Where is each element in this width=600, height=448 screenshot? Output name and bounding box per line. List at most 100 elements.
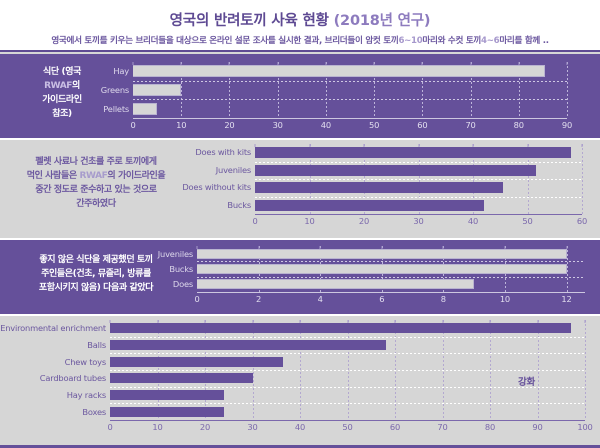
bar-category-label: Hay: [113, 66, 129, 77]
x-axis-tick-label: 0: [130, 120, 136, 130]
section-compliance: 펠렛 사료나 건초를 주로 토끼에게 먹인 사람들은 RWAF의 가이드라인을 …: [0, 140, 600, 238]
top-tick-row: [109, 320, 586, 323]
gridline-horizontal: [255, 179, 582, 180]
compliance-label-line2b: 의 가이드라인을: [107, 170, 166, 181]
bar-row: Bucks: [169, 264, 585, 275]
top-tick: [347, 320, 348, 323]
diet-label-line1: 식단 (영국: [43, 67, 81, 77]
bar: [133, 83, 182, 97]
diet-label-particle: 의: [72, 80, 80, 91]
subtitle-part-a: 영국에서 토끼를 키우는 브리더들을 대상으로 온라인 설문 조사를 실시한 결…: [51, 36, 399, 46]
divider-3: [0, 314, 600, 316]
gridline-vertical: [325, 62, 327, 118]
gridline-horizontal: [197, 261, 585, 263]
bar-category-label: Bucks: [169, 263, 193, 274]
x-axis-tick-label: 20: [199, 422, 211, 432]
top-tick: [254, 144, 256, 147]
top-tick: [109, 320, 111, 323]
divider-1: [0, 138, 600, 140]
top-tick: [132, 62, 134, 65]
plot-area: Environmental enrichment Balls Chew toys Ca…: [0, 320, 593, 434]
top-tick: [442, 246, 444, 249]
x-axis-tick-label: 2: [256, 294, 262, 304]
chart-enrichment: Environmental enrichment Balls Chew toys Ca…: [0, 320, 593, 434]
gridline-horizontal: [255, 196, 582, 198]
top-tick: [309, 144, 310, 147]
gridline-horizontal: [110, 386, 585, 388]
poor-diet-label-line2: 주인들은(건초, 뮤즐리, 방류를: [41, 268, 151, 279]
chart-diet: Hay Greens Pellets 0 10 20 30 40 50 60 70 80 90: [101, 62, 572, 132]
top-tick-row: [254, 144, 583, 147]
bar-category-label: Hay racks: [66, 389, 106, 400]
gridline-vertical: [229, 62, 231, 118]
top-tick: [581, 144, 583, 147]
bar-row: Environmental enrichment: [0, 323, 585, 334]
x-axis-tick-label: 60: [417, 120, 428, 130]
section-diet-label: 식단 (영국 RWAF의 가이드라인 참조): [6, 66, 118, 122]
bar-category-label: Does without kits: [182, 182, 251, 193]
gridline-vertical: [566, 246, 568, 292]
x-axis-tick-label: 40: [294, 422, 306, 432]
bar-category-label: Balls: [87, 339, 106, 350]
top-tick: [381, 246, 383, 249]
x-axis-tick-label: 70: [465, 120, 476, 130]
gridline-horizontal: [110, 336, 585, 338]
top-tick: [180, 62, 182, 65]
top-tick: [489, 320, 491, 323]
bar-row: Cardboard tubes: [40, 373, 585, 384]
x-axis-line: [255, 214, 582, 215]
top-tick: [228, 62, 230, 65]
top-tick: [527, 144, 528, 147]
x-axis-tick-labels: 0 10 20 30 40 50 60: [252, 216, 587, 228]
x-axis-tick-label: 30: [413, 216, 424, 226]
top-tick: [157, 320, 158, 323]
bar: [110, 406, 224, 417]
x-axis-tick-label: 6: [379, 294, 385, 304]
x-axis-tick-label: 4: [317, 294, 323, 304]
x-axis-line: [197, 292, 585, 293]
header: 영국의 반려토끼 사육 현황 (2018년 연구) 영국에서 토끼를 키우는 브…: [0, 0, 600, 52]
section-poor-diet: 좋지 않은 식단을 제공했던 토끼 주인들은(건초, 뮤즐리, 방류를 포함시키…: [0, 240, 600, 314]
bar: [133, 102, 158, 115]
top-tick: [442, 320, 443, 323]
bar: [110, 323, 571, 334]
top-tick: [421, 62, 423, 65]
x-axis-tick-label: 50: [369, 120, 380, 130]
x-axis-tick-label: 10: [499, 294, 511, 304]
chart-compliance: Does with kits Juveniles Does without kits…: [182, 144, 587, 228]
x-axis-tick-label: 80: [513, 120, 524, 130]
section-diet: 식단 (영국 RWAF의 가이드라인 참조) Hay Greens Pellets 0…: [0, 54, 600, 138]
gridline-vertical: [277, 62, 279, 118]
x-axis-tick-label: 90: [532, 422, 543, 432]
bar-category-label: Greens: [100, 84, 129, 95]
bar-row: Boxes: [82, 406, 585, 417]
bar-row: Pellets: [103, 102, 567, 115]
bar-row: Balls: [87, 339, 585, 351]
gridline-horizontal: [197, 276, 585, 278]
gridline-horizontal: [110, 353, 585, 355]
bar-row: Hay racks: [67, 389, 585, 401]
divider-2: [0, 238, 600, 240]
bar-category-label: Bucks: [227, 199, 251, 210]
bar-row: Does without kits: [182, 182, 582, 194]
x-axis-tick-label: 10: [176, 120, 187, 130]
gridline-vertical: [585, 320, 586, 420]
bar-category-label: Juveniles: [215, 164, 251, 175]
page-subtitle: 영국에서 토끼를 키우는 브리더들을 대상으로 온라인 설문 조사를 실시한 결…: [0, 34, 600, 46]
x-axis-tick-label: 90: [561, 120, 573, 130]
section-enrichment: Environmental enrichment Balls Chew toys Ca…: [0, 316, 600, 448]
bar-category-label: Does with kits: [195, 147, 251, 158]
top-tick: [566, 246, 568, 249]
bar: [197, 279, 475, 290]
diet-label-line4: 참조): [52, 108, 72, 119]
x-axis-tick-labels: 0 10 20 30 40 50 60 70 80 90: [130, 120, 572, 132]
x-axis-tick-label: 12: [561, 294, 572, 304]
diet-label-rwaf: RWAF: [44, 80, 73, 91]
top-tick: [196, 246, 198, 249]
bar-category-label: Chew toys: [64, 356, 107, 367]
gridline-horizontal: [110, 370, 585, 371]
bar-category-label: Juveniles: [157, 248, 193, 259]
x-axis-tick-label: 10: [304, 216, 315, 226]
bar-category-label: Cardboard tubes: [39, 373, 106, 384]
